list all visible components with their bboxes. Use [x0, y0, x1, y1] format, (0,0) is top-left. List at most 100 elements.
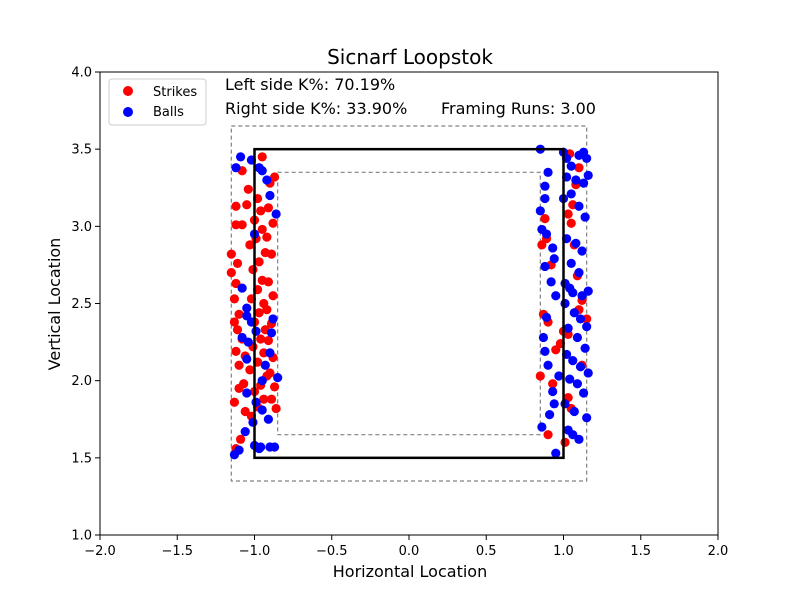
strike-point [259, 394, 269, 404]
strike-point [548, 379, 558, 389]
ball-point [266, 328, 277, 338]
x-tick-label: 2.0 [708, 544, 729, 559]
inner-shadow-zone [277, 171, 541, 436]
ball-point [540, 261, 550, 272]
ball-point [554, 371, 564, 381]
x-tick-label: 1.0 [553, 544, 574, 559]
ball-point [263, 414, 274, 424]
ball-point [265, 348, 275, 358]
ball-point [548, 243, 558, 253]
x-tick-label: −1.0 [239, 544, 271, 559]
outer-shadow-zone [230, 125, 588, 482]
ball-point [578, 178, 589, 188]
ball-point [535, 206, 545, 216]
ball-point [548, 386, 558, 397]
strike-point [254, 257, 264, 267]
ball-point [254, 443, 264, 454]
legend-frame [108, 78, 207, 126]
x-tick-label: 1.5 [630, 544, 651, 559]
ball-point [565, 374, 575, 384]
strike-point [256, 206, 266, 216]
ball-point [544, 410, 555, 420]
strike-point [229, 397, 240, 407]
ball-point [549, 254, 559, 264]
ball-point [273, 372, 283, 383]
ball-point [237, 283, 247, 293]
ball-point [569, 406, 579, 417]
strike-point [231, 220, 241, 230]
framing-runs-annotation: Framing Runs: 3.00 [441, 99, 596, 118]
ball-point [540, 181, 550, 191]
strike-point [242, 200, 252, 210]
strike-point [269, 172, 280, 182]
ball-point [560, 298, 570, 309]
ball-point [251, 397, 261, 407]
left-k-annotation: Left side K%: 70.19% [225, 75, 395, 94]
x-tick-label: 0.0 [399, 544, 420, 559]
strike-point [269, 382, 280, 392]
x-tick-label: −0.5 [316, 544, 348, 559]
ball-point [268, 314, 278, 324]
ball-point [580, 212, 590, 222]
ball-point [248, 417, 258, 427]
legend: Strikes Balls [108, 78, 207, 126]
legend-balls-label: Balls [153, 105, 184, 120]
strike-point [268, 291, 278, 301]
ball-point [582, 153, 592, 164]
ball-point [237, 332, 247, 343]
ball-point [566, 161, 576, 171]
ball-point [538, 332, 549, 343]
strike-point [229, 317, 240, 327]
strike-point [271, 403, 281, 414]
strike-point [257, 224, 267, 235]
strike-point [543, 430, 553, 440]
ball-point [269, 442, 280, 452]
ball-point [575, 314, 586, 324]
ball-point [563, 323, 573, 333]
ball-point [569, 308, 579, 318]
ball-point [240, 426, 250, 437]
y-tick-label: 2.0 [71, 374, 92, 389]
strike-point [226, 268, 236, 278]
strike-point [560, 437, 570, 447]
strike-zone [253, 147, 565, 460]
ball-point [549, 399, 559, 409]
y-tick-label: 3.5 [71, 143, 92, 158]
strike-point [229, 294, 240, 304]
strike-point [263, 277, 274, 287]
ball-point [583, 170, 593, 181]
ball-point [235, 152, 246, 162]
ball-point [271, 209, 281, 219]
ball-point [231, 163, 241, 173]
ball-point [541, 312, 552, 322]
strike-point [263, 335, 274, 346]
strike-point [231, 201, 241, 211]
y-tick-label: 1.0 [71, 529, 92, 544]
strike-point [245, 365, 255, 375]
ball-point [540, 346, 550, 356]
ball-point [568, 356, 578, 366]
ball-point [574, 268, 584, 278]
ball-point [574, 201, 584, 211]
strike-point [268, 218, 278, 228]
strike-point [248, 264, 258, 275]
strike-point [232, 325, 243, 335]
strike-point [243, 184, 253, 194]
ball-point [257, 376, 267, 386]
ball-point [566, 258, 576, 268]
x-tick-label: −2.0 [84, 544, 116, 559]
ball-point [575, 362, 586, 372]
strike-point [563, 209, 573, 219]
ball-point [582, 413, 592, 423]
ball-point [541, 229, 552, 239]
ball-point [242, 354, 252, 364]
y-tick-label: 3.0 [71, 220, 92, 235]
ball-point [568, 288, 578, 298]
legend-balls-marker [123, 107, 133, 117]
strike-point [234, 360, 244, 370]
strike-point [266, 394, 277, 404]
ball-point [572, 332, 583, 343]
x-tick-label: −1.5 [161, 544, 193, 559]
shadow-zones [230, 125, 588, 482]
